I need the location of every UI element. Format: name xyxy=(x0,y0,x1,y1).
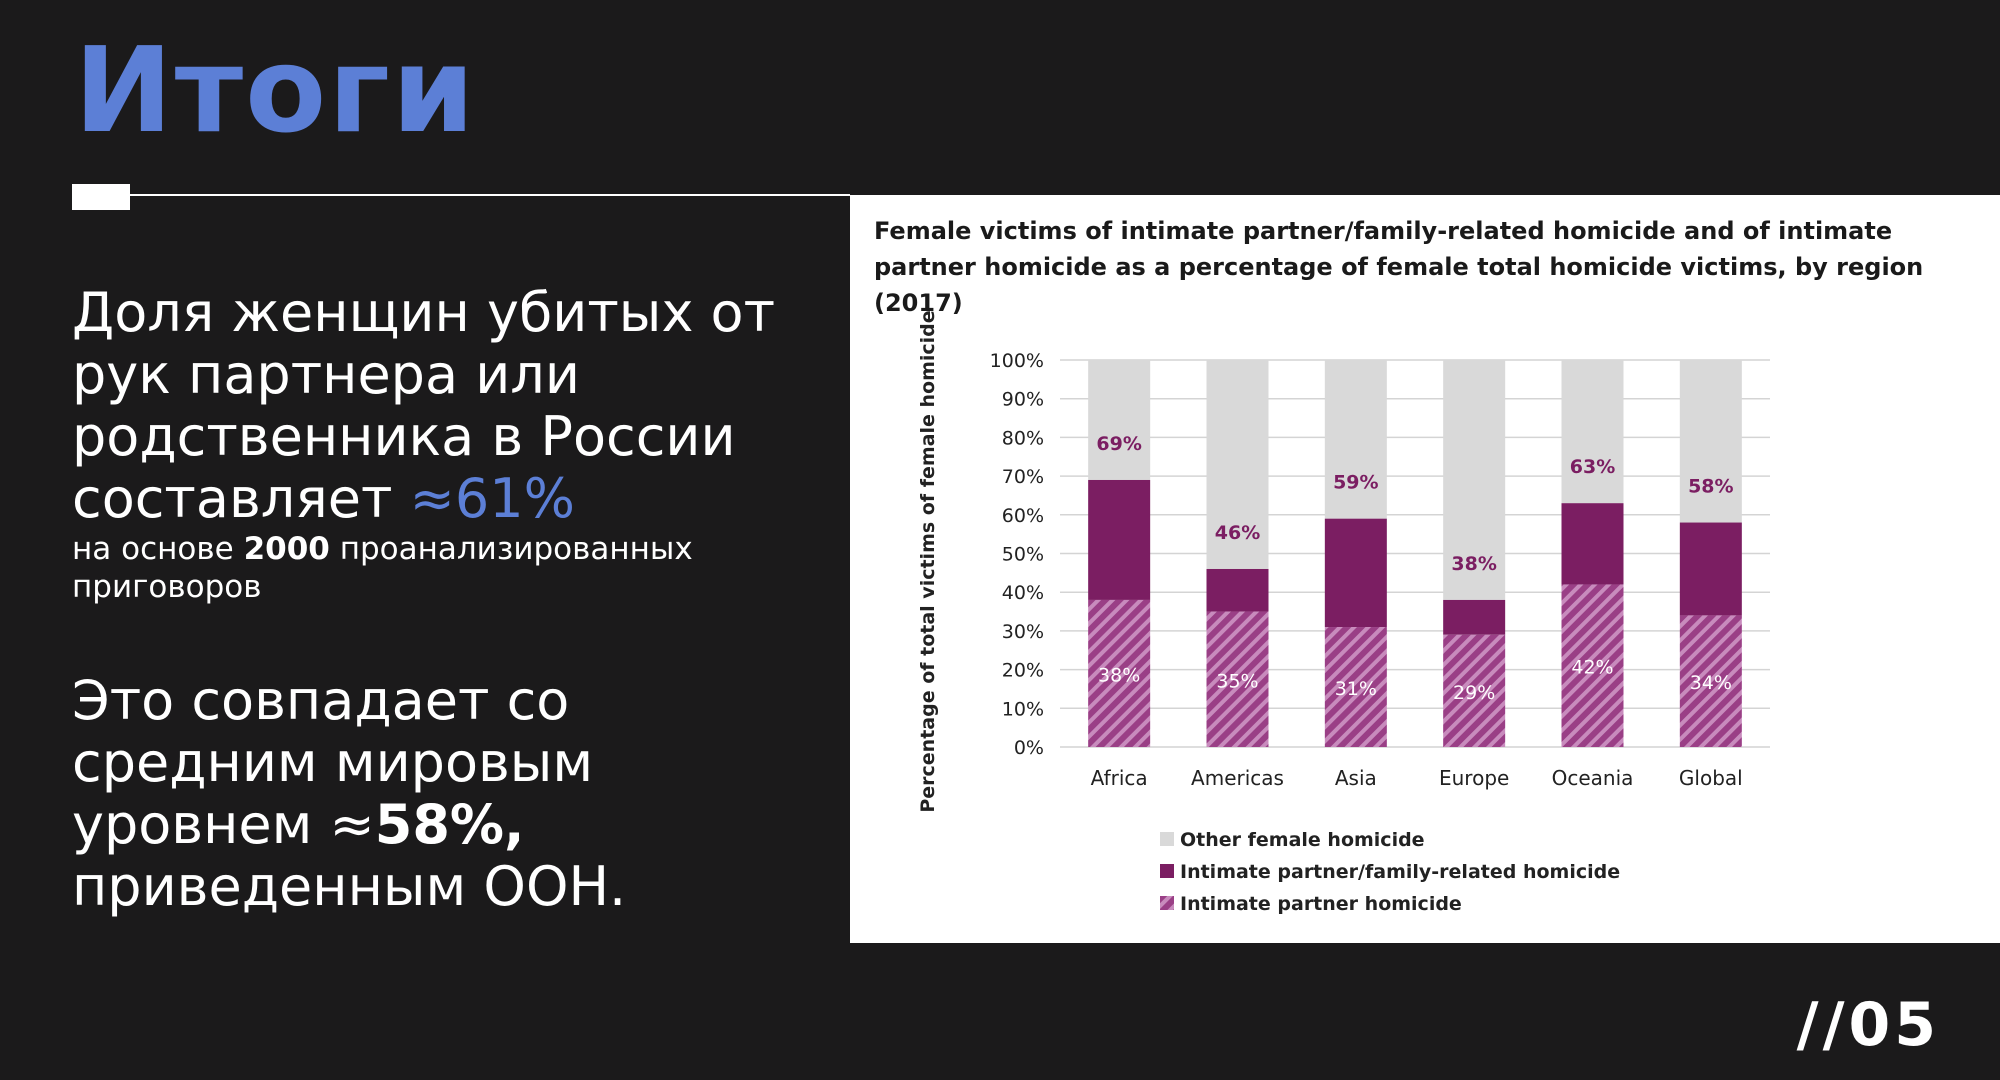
russia-sentence-count: 2000 xyxy=(243,531,330,567)
family-data-label: 63% xyxy=(1570,456,1615,478)
y-axis-title: Percentage of total victims of female ho… xyxy=(917,310,939,812)
family-data-label: 46% xyxy=(1215,522,1260,544)
family-data-label: 38% xyxy=(1451,553,1496,575)
title-underline-block xyxy=(72,184,130,210)
family-data-label: 58% xyxy=(1688,476,1733,498)
russia-statistic-block: Доля женщин убитых от рук партнера или р… xyxy=(72,282,832,606)
legend-family-swatch xyxy=(1160,864,1174,878)
russia-line-4: составляет ≈61% xyxy=(72,468,832,530)
russia-line-1: Доля женщин убитых от xyxy=(72,281,776,344)
y-tick-label: 0% xyxy=(1014,737,1044,759)
russia-line-2: рук партнера или xyxy=(72,343,580,406)
russia-source-prefix: на основе xyxy=(72,531,244,567)
global-line-1: Это совпадает со xyxy=(72,669,570,732)
bar-family-global xyxy=(1679,522,1742,616)
x-tick-label: Americas xyxy=(1191,766,1284,790)
partner-data-label: 29% xyxy=(1453,682,1495,704)
legend-partner-swatch xyxy=(1160,896,1174,910)
y-tick-label: 50% xyxy=(1002,544,1044,566)
russia-line-3: родственника в России xyxy=(72,405,736,468)
bar-family-oceania xyxy=(1561,503,1624,585)
russia-percentage: ≈61% xyxy=(409,467,575,530)
x-tick-label: Global xyxy=(1679,766,1743,790)
legend-family-label: Intimate partner/family-related homicide xyxy=(1180,861,1620,883)
bar-family-africa xyxy=(1088,479,1151,600)
family-data-label: 59% xyxy=(1333,472,1378,494)
x-tick-label: Oceania xyxy=(1552,766,1634,790)
chart-panel: Female victims of intimate partner/famil… xyxy=(850,195,2000,943)
partner-data-label: 38% xyxy=(1098,664,1140,686)
y-tick-label: 90% xyxy=(1002,389,1044,411)
russia-source-line-1: на основе 2000 проанализированных xyxy=(72,530,832,568)
bar-partner-americas xyxy=(1206,611,1269,747)
y-tick-label: 100% xyxy=(990,350,1044,372)
x-tick-label: Africa xyxy=(1091,766,1148,790)
bar-family-asia xyxy=(1324,518,1387,628)
global-comparison-block: Это совпадает со средним мировым уровнем… xyxy=(72,670,832,918)
bar-partner-oceania xyxy=(1561,584,1624,747)
partner-data-label: 35% xyxy=(1216,670,1258,692)
y-tick-label: 40% xyxy=(1002,582,1044,604)
chart-title: Female victims of intimate partner/famil… xyxy=(874,217,1924,317)
bar-partner-global xyxy=(1679,615,1742,747)
legend-partner-label: Intimate partner homicide xyxy=(1180,893,1462,915)
global-line-2: средним мировым xyxy=(72,731,594,794)
bar-partner-europe xyxy=(1443,634,1506,747)
bar-family-americas xyxy=(1206,568,1269,612)
global-line-3-prefix: уровнем ≈ xyxy=(72,793,375,856)
x-tick-label: Asia xyxy=(1335,766,1377,790)
partner-data-label: 31% xyxy=(1335,678,1377,700)
family-data-label: 69% xyxy=(1096,433,1141,455)
bar-other-asia xyxy=(1324,360,1387,519)
global-line-3: уровнем ≈58%, xyxy=(72,794,832,856)
y-tick-label: 60% xyxy=(1002,505,1044,527)
partner-data-label: 42% xyxy=(1571,657,1613,679)
bar-other-europe xyxy=(1443,360,1506,600)
bar-other-americas xyxy=(1206,360,1269,569)
global-line-4: приведенным ООН. xyxy=(72,855,627,918)
page-number: //05 xyxy=(1796,990,1940,1060)
bar-other-oceania xyxy=(1561,360,1624,504)
y-tick-label: 70% xyxy=(1002,466,1044,488)
y-tick-label: 10% xyxy=(1002,698,1044,720)
title-underline-line xyxy=(130,194,850,196)
legend-other-swatch xyxy=(1160,832,1174,846)
bar-partner-africa xyxy=(1088,599,1151,747)
partner-data-label: 34% xyxy=(1690,672,1732,694)
bar-other-global xyxy=(1679,360,1742,523)
bar-family-europe xyxy=(1443,599,1506,635)
y-tick-label: 30% xyxy=(1002,621,1044,643)
bar-other-africa xyxy=(1088,360,1151,480)
x-tick-label: Europe xyxy=(1439,766,1509,790)
slide-title: Итоги xyxy=(74,21,477,159)
y-tick-label: 80% xyxy=(1002,427,1044,449)
bar-partner-asia xyxy=(1324,627,1387,747)
global-percentage: 58%, xyxy=(374,793,525,856)
russia-source-suffix: проанализированных xyxy=(329,531,693,567)
stacked-bar-chart: 0% 10% 20% 30% 40% 50% 60% 70% 80% 90% 100% Percent… xyxy=(917,310,1770,915)
legend-other-label: Other female homicide xyxy=(1180,829,1425,851)
russia-line-4-prefix: составляет xyxy=(72,467,410,530)
russia-source-line-2: приговоров xyxy=(72,569,262,605)
y-tick-label: 20% xyxy=(1002,660,1044,682)
